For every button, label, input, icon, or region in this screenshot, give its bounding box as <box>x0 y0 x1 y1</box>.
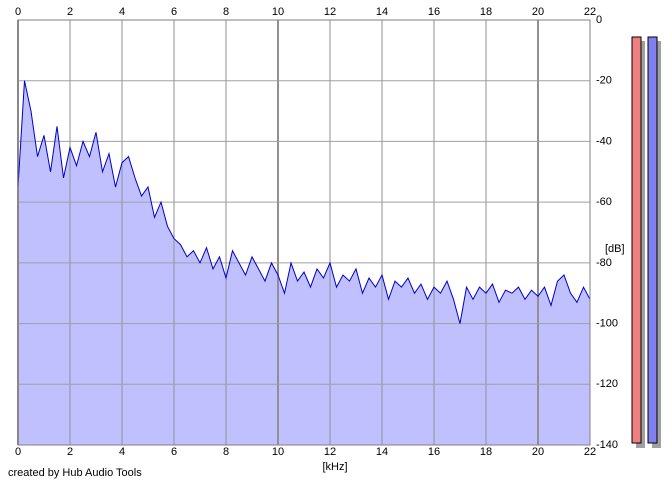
y-tick-label: 0 <box>596 14 602 26</box>
spectrum-line <box>17 80 591 324</box>
x-tick-label-top: 10 <box>272 6 284 18</box>
x-tick-label: 16 <box>428 446 440 458</box>
x-tick-label: 18 <box>480 446 492 458</box>
x-tick-label-top: 18 <box>480 6 492 18</box>
x-tick-label: 20 <box>532 446 544 458</box>
x-tick-label-top: 6 <box>171 6 177 18</box>
y-tick-label: -100 <box>596 317 618 329</box>
x-tick-label-top: 12 <box>324 6 336 18</box>
y-tick-label: -40 <box>596 135 612 147</box>
y-tick-label: -140 <box>596 439 618 451</box>
y-tick-label: -20 <box>596 75 612 87</box>
level-meter-right <box>647 36 658 444</box>
y-tick-label: -60 <box>596 196 612 208</box>
x-tick-label: 6 <box>171 446 177 458</box>
y-tick-label: -120 <box>596 378 618 390</box>
x-tick-label-top: 20 <box>532 6 544 18</box>
x-tick-label: 0 <box>15 446 21 458</box>
x-tick-label: 2 <box>67 446 73 458</box>
y-tick-label: -80 <box>596 257 612 269</box>
x-axis-label: [kHz] <box>322 461 347 473</box>
level-meter-left <box>631 36 642 444</box>
x-tick-label-top: 14 <box>376 6 388 18</box>
x-tick-label-top: 0 <box>15 6 21 18</box>
area-fill <box>18 80 590 445</box>
x-tick-label: 14 <box>376 446 388 458</box>
x-tick-label: 8 <box>223 446 229 458</box>
x-tick-label-top: 22 <box>584 6 596 18</box>
y-axis-label: [dB] <box>605 243 625 255</box>
footer: created by Hub Audio Tools <box>8 467 142 479</box>
x-tick-label-top: 2 <box>67 6 73 18</box>
x-tick-label: 12 <box>324 446 336 458</box>
x-tick-label-top: 16 <box>428 6 440 18</box>
x-tick-label-top: 4 <box>119 6 125 18</box>
x-tick-label: 10 <box>272 446 284 458</box>
plot-border <box>17 19 591 446</box>
x-tick-label-top: 8 <box>223 6 229 18</box>
x-tick-label: 22 <box>584 446 596 458</box>
x-tick-label: 4 <box>119 446 125 458</box>
